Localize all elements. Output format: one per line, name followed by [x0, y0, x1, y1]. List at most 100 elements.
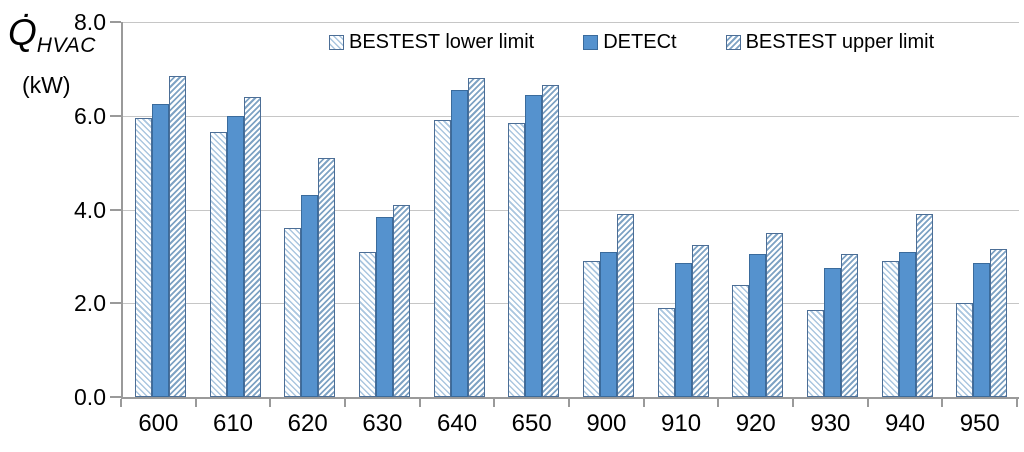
y-axis-tick	[110, 21, 121, 23]
gridline	[123, 115, 1019, 117]
x-axis-label: 650	[511, 410, 552, 437]
bar	[318, 157, 336, 397]
bar	[467, 78, 485, 397]
x-axis-label: 630	[362, 410, 403, 437]
y-axis-tick	[110, 396, 121, 398]
bar-group-640	[422, 22, 497, 397]
bar	[691, 244, 709, 397]
x-axis-tick	[941, 399, 944, 407]
bar	[243, 97, 261, 397]
bar-group-950	[944, 22, 1019, 397]
bar-groups	[123, 22, 1019, 397]
y-axis-tick-label: 6.0	[74, 102, 106, 129]
bar	[732, 284, 750, 397]
x-axis-label: 600	[138, 410, 179, 437]
legend-label: DETECt	[603, 31, 677, 53]
bar	[284, 228, 302, 397]
bar	[582, 261, 600, 397]
bar	[226, 115, 244, 397]
x-axis-label: 920	[735, 410, 776, 437]
x-axis-label: 900	[586, 410, 627, 437]
y-axis-tick-label: 8.0	[74, 9, 106, 35]
bar	[168, 75, 186, 397]
legend: BESTEST lower limit DETECt BESTEST upper…	[329, 31, 934, 54]
x-axis-tick	[568, 399, 570, 407]
bar	[358, 251, 376, 397]
x-axis-tick	[1016, 399, 1018, 407]
bar	[898, 251, 916, 397]
y-axis-tick-label: 4.0	[74, 196, 106, 223]
bar-group-900	[571, 22, 646, 397]
bar	[973, 263, 991, 397]
legend-swatch-solid-icon	[583, 35, 599, 50]
bar-group-630	[347, 22, 422, 397]
bar-group-930	[795, 22, 870, 397]
bar-group-910	[646, 22, 721, 397]
bar	[375, 216, 393, 397]
legend-swatch-lower-hatch-icon	[329, 35, 344, 50]
bar	[508, 122, 526, 397]
bar	[915, 214, 933, 397]
bar	[766, 232, 784, 397]
bar	[209, 132, 227, 397]
legend-item-bestest-upper-limit: BESTEST upper limit	[725, 31, 935, 54]
y-axis-tick	[110, 302, 121, 305]
bar	[749, 254, 767, 397]
bar	[450, 89, 468, 397]
y-axis-symbol: Q̇	[8, 12, 37, 53]
bar	[990, 249, 1008, 397]
bar-group-600	[123, 22, 198, 397]
x-axis-tick	[642, 399, 645, 407]
bar	[674, 263, 692, 397]
x-axis-label: 930	[810, 410, 851, 437]
bar	[616, 214, 634, 397]
bar	[657, 307, 675, 397]
bar	[806, 310, 824, 397]
x-axis-tick	[269, 399, 272, 407]
x-axis-tick	[344, 399, 346, 407]
x-axis-tick	[493, 399, 496, 407]
bar	[599, 251, 617, 397]
y-axis-tick	[110, 208, 121, 211]
bar	[433, 120, 451, 397]
gridline	[123, 303, 1019, 305]
bar-group-650	[496, 22, 571, 397]
bar	[392, 204, 410, 397]
y-axis-tick-label: 0.0	[74, 384, 106, 410]
y-axis-title: Q̇HVAC (kW)	[8, 14, 96, 99]
bar-group-920	[720, 22, 795, 397]
bar-group-610	[198, 22, 273, 397]
x-axis-label: 910	[661, 410, 702, 437]
legend-item-bestest-lower-limit: BESTEST lower limit	[329, 31, 534, 54]
legend-label: BESTEST upper limit	[745, 31, 935, 53]
bar	[956, 303, 974, 397]
bar-group-620	[272, 22, 347, 397]
bar	[151, 104, 169, 397]
x-axis-tick	[866, 399, 869, 407]
x-axis-label: 950	[959, 410, 1000, 437]
legend-item-detect: DETECt	[583, 31, 677, 54]
y-axis-symbol-line: Q̇HVAC	[8, 14, 96, 56]
bar	[134, 118, 152, 397]
x-axis-label: 640	[437, 410, 478, 437]
x-axis-tick	[120, 399, 122, 407]
x-axis-tick	[194, 399, 197, 407]
bar	[881, 261, 899, 397]
bar	[823, 268, 841, 397]
gridline	[123, 22, 1019, 23]
x-axis-tick	[418, 399, 421, 407]
bar	[840, 254, 858, 397]
x-axis-tick	[792, 399, 794, 407]
bar	[301, 195, 319, 397]
x-axis-tick	[717, 399, 720, 407]
y-axis-tick	[110, 114, 121, 117]
y-axis-symbol-subscript: HVAC	[36, 34, 96, 57]
y-axis-unit: (kW)	[22, 72, 71, 98]
x-axis-label: 610	[212, 410, 254, 437]
plot-area: BESTEST lower limit DETECt BESTEST upper…	[121, 22, 1019, 399]
x-axis-label: 940	[885, 410, 926, 437]
bar	[542, 85, 560, 397]
x-axis-labels: 600 610 620 630 640 650 900 910 920 930 940 950	[121, 410, 1017, 438]
x-axis-label: 620	[287, 410, 328, 437]
legend-label: BESTEST lower limit	[349, 31, 535, 53]
